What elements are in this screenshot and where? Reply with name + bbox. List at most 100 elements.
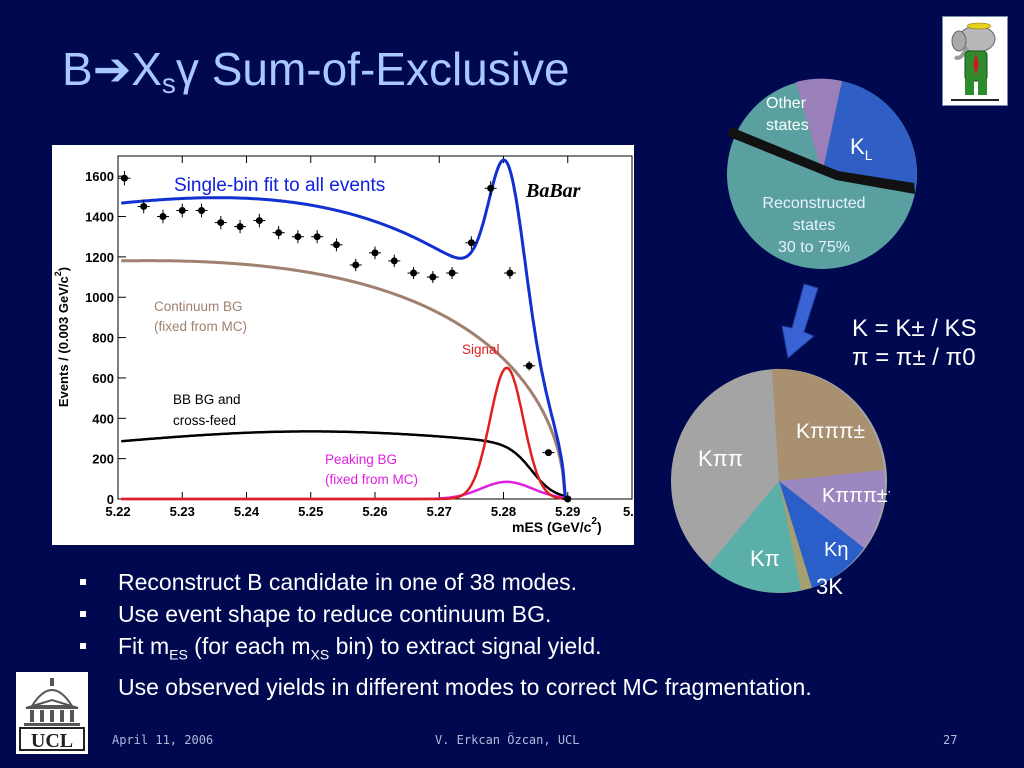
pie-label-kl: KL	[850, 134, 873, 163]
y-tick-label: 1400	[85, 210, 114, 225]
x-tick-label: 5.3	[623, 504, 634, 519]
y-axis-label-end: )	[56, 267, 71, 271]
peaking-label-2: (fixed from MC)	[325, 472, 418, 487]
data-point	[178, 206, 186, 214]
title-gamma: γ	[175, 43, 199, 95]
y-axis-label: Events / (0.003 GeV/c2)	[53, 267, 71, 407]
bullet-text-post: bin) to extract signal yield.	[329, 633, 602, 659]
bullet-list: Reconstruct B candidate in one of 38 mod…	[80, 566, 960, 703]
bullet-text: Use event shape to reduce continuum BG.	[118, 601, 552, 627]
pie-label-reco-3: 30 to 75%	[778, 239, 850, 256]
x-tick-label: 5.29	[555, 504, 580, 519]
x-axis-label: mES (GeV/c2)	[512, 516, 602, 535]
data-point	[544, 449, 552, 457]
data-point	[159, 213, 167, 221]
x-tick-label: 5.28	[491, 504, 516, 519]
bullet-sub-xs: XS	[310, 646, 330, 663]
title-b: B	[62, 43, 93, 95]
babar-label: BaBar	[525, 180, 581, 202]
composition-pie: Other states KL Reconstructed states 30 …	[724, 76, 920, 272]
x-tick-label: 5.23	[170, 504, 195, 519]
arrow-icon: ➔	[92, 43, 132, 95]
pie-label-kpipi: Kππ	[698, 446, 743, 471]
y-tick-label: 800	[92, 331, 114, 346]
y-tick-label: 600	[92, 371, 114, 386]
data-point	[371, 249, 379, 257]
x-tick-label: 5.22	[105, 504, 130, 519]
pie-slice-kpipipipi	[779, 470, 885, 548]
footer-page-number: 27	[943, 733, 958, 747]
bullet-item: Reconstruct B candidate in one of 38 mod…	[80, 566, 960, 598]
y-axis-label-sup: 2	[53, 271, 63, 276]
data-point	[429, 273, 437, 281]
pie-label-reco-1: Reconstructed	[762, 195, 865, 212]
y-tick-label: 0	[107, 492, 114, 507]
bullet-item: Use event shape to reduce continuum BG.	[80, 598, 960, 630]
x-axis-label-end: )	[597, 519, 602, 535]
kaon-pion-definitions: K = K± / KS π = π± / π0	[852, 314, 977, 372]
y-tick-label: 1600	[85, 169, 114, 184]
down-arrow-icon	[781, 283, 819, 359]
pie-label-kpipipi: Kπππ±	[796, 420, 865, 443]
pie-label-kl-main: K	[850, 134, 865, 159]
pie-label-kpi: Kπ	[750, 546, 780, 571]
x-tick-label: 5.26	[362, 504, 387, 519]
title-x: X	[131, 43, 162, 95]
babar-elephant-logo	[942, 16, 1008, 106]
bullet-text: Use observed yields in different modes t…	[118, 673, 812, 700]
peaking-label-1: Peaking BG	[325, 452, 397, 467]
y-tick-label: 1200	[85, 250, 114, 265]
footer-date: April 11, 2006	[112, 733, 214, 747]
pie-divider	[727, 127, 915, 194]
data-point	[294, 233, 302, 241]
bullet-text-pre: Fit m	[118, 633, 170, 659]
pie-slice-keta	[779, 481, 864, 588]
bullet-marker	[80, 643, 86, 649]
x-axis-label-main: mES (GeV/c	[512, 519, 592, 535]
pie-label-other-1: Other	[766, 95, 807, 112]
bullet-text-mid: (for each m	[187, 633, 311, 659]
bullet-sub-es: ES	[169, 646, 188, 663]
pie-slice-kpipipi	[772, 368, 884, 481]
bb-bg-curve	[121, 430, 571, 501]
data-point	[564, 495, 572, 503]
data-point	[352, 261, 360, 269]
bullet-item: Use observed yields in different modes t…	[80, 671, 960, 703]
modes-pie: Kππ Kπππ± Kπππ±π± Kη 3K Kπ	[668, 366, 913, 599]
data-point	[198, 206, 206, 214]
bb-label-2: cross-feed	[173, 413, 236, 428]
y-tick-label: 200	[92, 452, 114, 467]
data-point	[313, 233, 321, 241]
mes-fit-plot: 5.22 5.23 5.24 5.25 5.26 5.27 5.28 5.29 5.3 0 200 4…	[52, 145, 634, 545]
signal-curve	[121, 366, 571, 501]
signal-label: Signal	[462, 342, 500, 357]
bullet-text: Reconstruct B candidate in one of 38 mod…	[118, 569, 578, 595]
data-point	[467, 239, 475, 247]
data-point	[275, 229, 283, 237]
data-point	[332, 241, 340, 249]
chart-title: Single-bin fit to all events	[174, 175, 385, 196]
pie-label-other-2: states	[766, 117, 809, 134]
title-sub: s	[161, 68, 176, 99]
ucl-logo: UCL	[16, 672, 88, 754]
kaon-definition: K = K± / KS	[852, 315, 977, 342]
x-axis-label-sup: 2	[591, 516, 597, 527]
data-point	[120, 174, 128, 182]
slide-title: B➔Xsγ Sum-of-Exclusive	[62, 42, 570, 100]
total-fit-curve	[121, 158, 572, 500]
pie-slice-kl	[822, 81, 917, 192]
data-point	[255, 217, 263, 225]
y-tick-label: 400	[92, 411, 114, 426]
data-point	[140, 202, 148, 210]
x-tick-label: 5.24	[234, 504, 260, 519]
x-tick-label: 5.25	[298, 504, 323, 519]
pie-label-kl-sub: L	[865, 147, 873, 163]
continuum-label-2: (fixed from MC)	[154, 319, 247, 334]
data-point	[236, 223, 244, 231]
data-point	[448, 269, 456, 277]
continuum-label-1: Continuum BG	[154, 299, 243, 314]
data-point	[506, 269, 514, 277]
pie-label-kpipipipi: Kπππ±π±	[822, 485, 890, 507]
x-tick-label: 5.27	[427, 504, 452, 519]
pion-definition: π = π± / π0	[852, 344, 976, 371]
